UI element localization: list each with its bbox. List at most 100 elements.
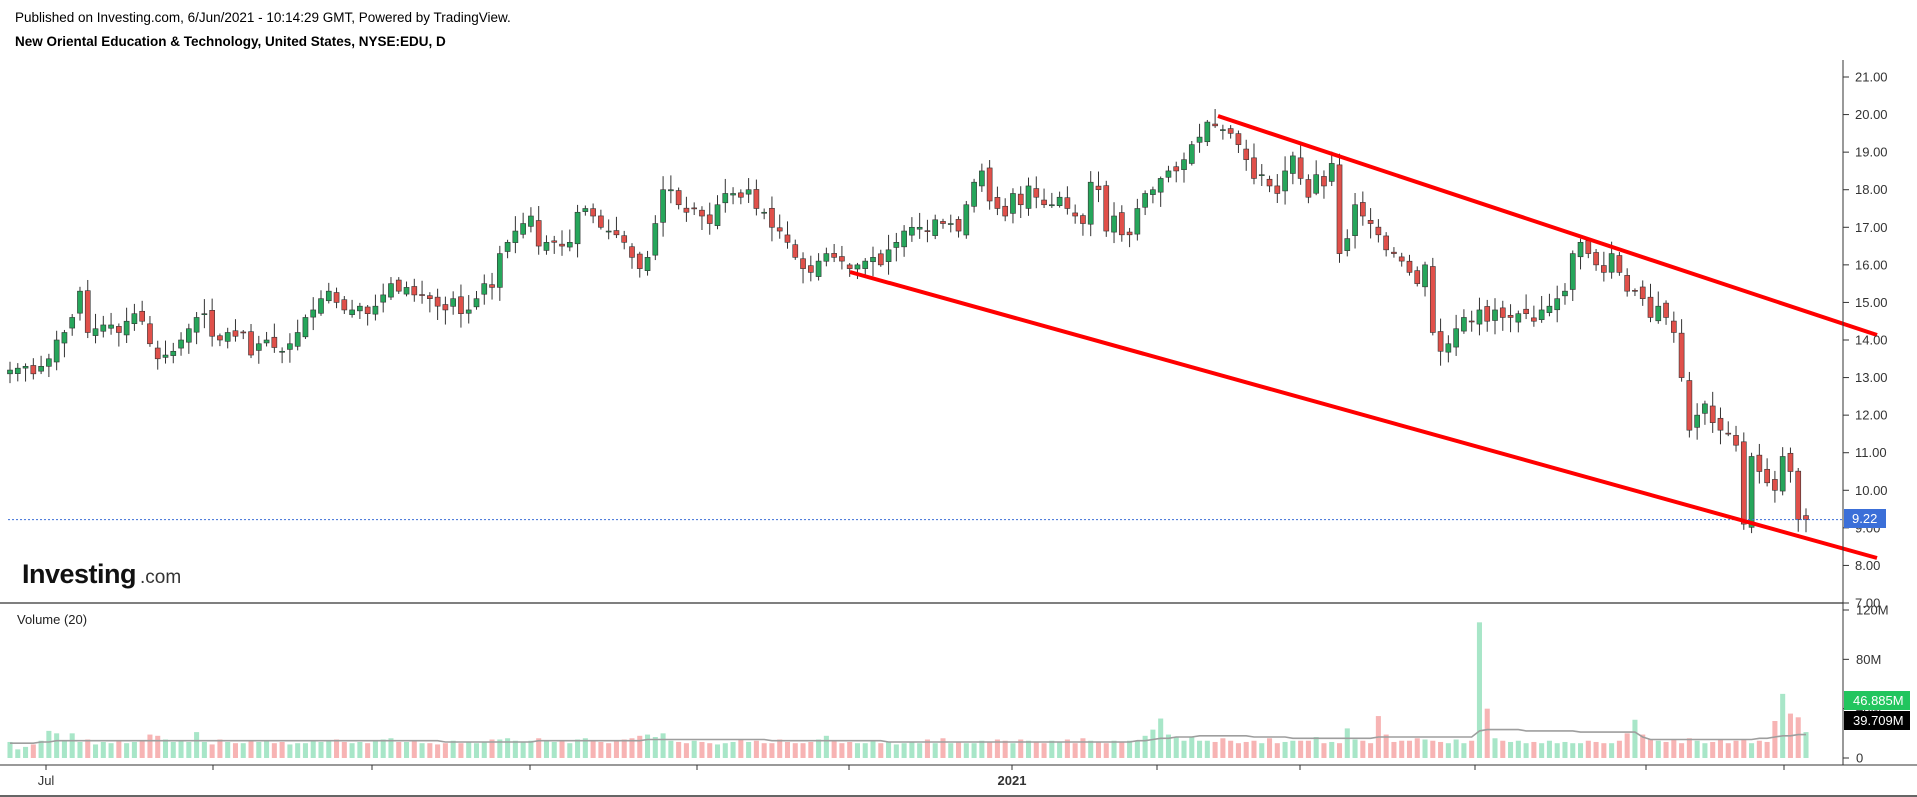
candle xyxy=(1733,435,1739,446)
candle xyxy=(287,343,293,350)
candle xyxy=(885,249,892,262)
volume-bar xyxy=(139,740,145,758)
candle xyxy=(1126,231,1133,236)
volume-bar xyxy=(979,740,985,758)
volume-bar xyxy=(1632,719,1638,758)
price-candles xyxy=(7,109,1809,534)
candle xyxy=(683,207,690,213)
volume-bar xyxy=(854,743,860,758)
candle xyxy=(185,328,192,343)
candle xyxy=(341,299,348,311)
volume-bar xyxy=(512,740,518,758)
volume-bar xyxy=(839,743,845,758)
volume-bar xyxy=(1127,740,1133,758)
candle xyxy=(1188,144,1195,164)
volume-bar xyxy=(505,738,511,758)
candle xyxy=(108,324,114,329)
candle xyxy=(1212,123,1218,127)
candle xyxy=(582,208,589,212)
candle xyxy=(559,243,565,247)
candle xyxy=(1367,220,1374,224)
candle xyxy=(1740,441,1747,525)
volume-bar xyxy=(582,738,588,758)
volume-bar xyxy=(847,741,853,758)
volume-bar xyxy=(645,734,651,758)
candle xyxy=(800,258,806,269)
price-tick-label: 12.00 xyxy=(1855,408,1888,423)
candle xyxy=(395,279,402,292)
volume-bar xyxy=(1134,740,1140,758)
volume-bar xyxy=(543,740,549,758)
volume-ma-line xyxy=(10,728,1806,745)
volume-bar xyxy=(372,740,378,758)
volume-bar xyxy=(559,740,565,758)
candle xyxy=(22,365,29,369)
volume-bar xyxy=(652,737,658,758)
volume-bar xyxy=(1251,740,1257,758)
volume-bar xyxy=(1049,740,1055,758)
volume-bar xyxy=(248,740,254,758)
volume-bar xyxy=(699,741,705,758)
candle xyxy=(1305,179,1312,198)
candle xyxy=(1531,317,1537,322)
price-tick-label: 7.00 xyxy=(1855,596,1880,611)
volume-bar xyxy=(1259,743,1265,758)
candle xyxy=(147,323,153,345)
candle xyxy=(100,324,107,332)
candle xyxy=(1803,515,1809,520)
volume-bar xyxy=(1717,739,1724,758)
volume-bar xyxy=(295,743,301,758)
volume-bar xyxy=(1523,743,1529,758)
candle xyxy=(170,350,177,356)
candle xyxy=(1391,251,1397,254)
volume-bar xyxy=(1305,740,1311,758)
candle xyxy=(232,330,239,337)
candle xyxy=(504,242,511,252)
volume-bar xyxy=(1204,740,1210,758)
candle xyxy=(784,234,791,243)
candle xyxy=(465,309,472,314)
candle xyxy=(776,227,783,232)
volume-bar xyxy=(1010,743,1016,758)
volume-bar xyxy=(1267,738,1273,758)
candle xyxy=(1243,148,1250,160)
volume-bar xyxy=(528,740,534,758)
price-tick-label: 18.00 xyxy=(1855,182,1888,197)
candle xyxy=(1227,128,1234,134)
candle xyxy=(699,209,705,217)
volume-bar xyxy=(1562,741,1568,758)
volume-bar xyxy=(116,740,122,758)
volume-bar xyxy=(419,743,425,758)
candle xyxy=(621,235,628,243)
candle xyxy=(1087,181,1094,225)
candle xyxy=(1756,454,1763,472)
candle xyxy=(92,328,99,336)
candle xyxy=(901,230,907,248)
candle xyxy=(1523,308,1529,314)
candle xyxy=(986,167,993,202)
candle xyxy=(1297,157,1304,179)
volume-bar xyxy=(1235,743,1241,758)
candle xyxy=(644,257,651,271)
candle xyxy=(30,365,37,375)
candle xyxy=(823,253,830,262)
volume-bar xyxy=(341,741,347,758)
candle xyxy=(325,290,332,302)
price-badge: 9.22 xyxy=(1844,509,1886,528)
candle xyxy=(496,253,503,288)
volume-bar xyxy=(1321,743,1327,758)
candle xyxy=(831,253,837,258)
volume-bar xyxy=(1298,740,1304,758)
candle xyxy=(862,260,869,269)
candle xyxy=(1033,188,1040,198)
candle xyxy=(302,317,309,338)
candle xyxy=(1562,290,1568,297)
volume-bar xyxy=(1710,741,1716,758)
candle xyxy=(193,317,200,333)
candle xyxy=(613,230,620,236)
volume-bar xyxy=(240,743,246,758)
candle xyxy=(807,265,814,273)
volume-bar xyxy=(38,740,44,758)
volume-bar xyxy=(1484,708,1490,758)
